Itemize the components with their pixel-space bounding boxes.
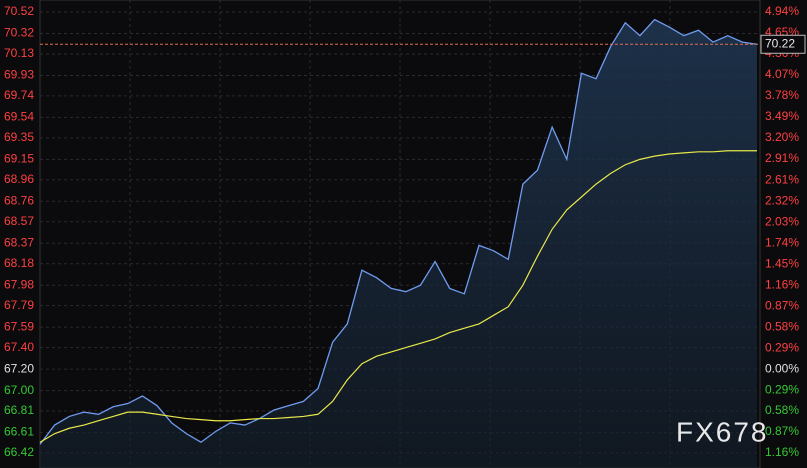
y-tick-label: 66.61 (4, 425, 34, 439)
last-price-box (760, 34, 806, 54)
y2-tick-label: 2.03% (765, 215, 799, 229)
y2-tick-label: 1.16% (765, 445, 799, 459)
y-tick-label: 66.42 (4, 445, 34, 459)
y-tick-label: 69.74 (4, 88, 34, 102)
y2-tick-label: 0.87% (765, 424, 799, 438)
y-tick-label: 69.54 (4, 110, 34, 124)
y2-tick-label: 1.45% (765, 256, 799, 270)
plot-border (39, 0, 761, 468)
y-tick-label: 69.93 (4, 68, 34, 82)
y2-tick-label: 3.78% (765, 88, 799, 102)
y-tick-label: 67.00 (4, 383, 34, 397)
y2-tick-label: 0.87% (765, 298, 799, 312)
line-price (39, 18, 758, 445)
y2-tick-label: 2.61% (765, 173, 799, 187)
y-tick-label: 70.13 (4, 46, 34, 60)
y-tick-label: 70.52 (4, 4, 34, 18)
y2-tick-label: 0.29% (765, 340, 799, 354)
y-tick-label: 67.40 (4, 340, 34, 354)
y-tick-label: 68.18 (4, 256, 34, 270)
price-area (40, 19, 757, 468)
y2-tick-label: 4.07% (765, 67, 799, 81)
y-tick-label: 70.32 (4, 26, 34, 40)
y2-tick-label: 2.91% (765, 151, 799, 165)
y-tick-label: 66.81 (4, 403, 34, 417)
y2-tick-label: 0.58% (765, 403, 799, 417)
y-tick-label: 68.57 (4, 214, 34, 228)
y-tick-label: 67.79 (4, 298, 34, 312)
y2-tick-label: 1.74% (765, 236, 799, 250)
y-tick-label: 68.37 (4, 235, 34, 249)
y-tick-label: 69.15 (4, 152, 34, 166)
y-tick-label: 67.20 (4, 361, 34, 375)
watermark: FX678 (676, 416, 769, 447)
y2-tick-label: 1.16% (765, 277, 799, 291)
y2-tick-label: 0.58% (765, 319, 799, 333)
last-price-label: 70.22 (765, 36, 795, 50)
y2-tick-label: 2.32% (765, 194, 799, 208)
y2-tick-label: 4.94% (765, 4, 799, 18)
y2-tick-label: 3.49% (765, 109, 799, 123)
y2-tick-label: 0.00% (765, 361, 799, 375)
y-tick-label: 67.59 (4, 319, 34, 333)
y-tick-label: 67.98 (4, 277, 34, 291)
y-tick-label: 68.96 (4, 172, 34, 186)
y2-tick-label: 3.20% (765, 130, 799, 144)
y2-tick-label: 0.29% (765, 382, 799, 396)
line-average (39, 150, 757, 443)
y-tick-label: 68.76 (4, 193, 34, 207)
y-tick-label: 69.35 (4, 130, 34, 144)
